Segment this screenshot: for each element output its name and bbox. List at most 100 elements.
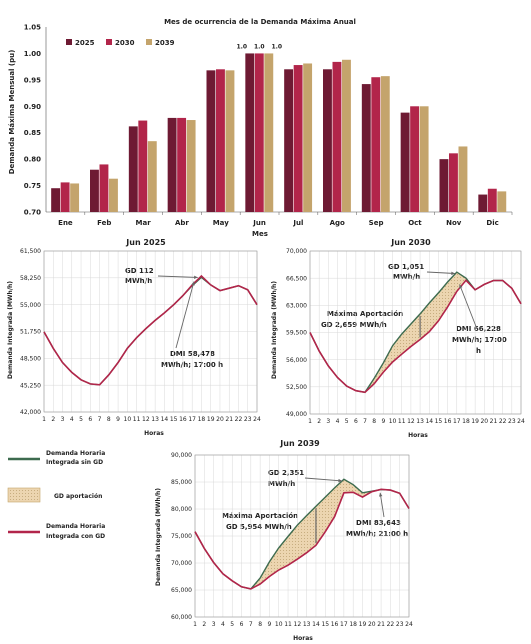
x-tick-label: 1	[193, 621, 197, 628]
y-tick-label: 45,250	[20, 382, 41, 389]
x-tick-label: 15	[321, 621, 329, 628]
x-tick-label: 7	[98, 416, 102, 423]
monthly-demand-bar-chart: Mes de ocurrencia de la Demanda Máxima A…	[8, 18, 513, 238]
bar-x-tick-label: Nov	[446, 219, 462, 227]
bar-x-tick-label: Ene	[58, 219, 73, 227]
bar-y-axis-label: Demanda Máxima Mensual (pu)	[8, 50, 16, 175]
annotation-gd-2025: GD 112	[125, 267, 154, 275]
x-tick-label: 16	[331, 621, 339, 628]
x-tick-label: 15	[170, 416, 178, 423]
y-tick-label: 51,750	[20, 329, 41, 336]
bar-x-tick-label: Oct	[408, 219, 422, 227]
x-tick-label: 23	[396, 621, 404, 628]
bar-2030-Abr	[177, 117, 187, 212]
bar-legend-swatch	[66, 39, 72, 45]
bar-x-tick-label: Feb	[97, 219, 111, 227]
annotation-gd-2039-unit: MWh/h	[268, 480, 295, 488]
x-tick-label: 5	[230, 621, 234, 628]
x-tick-label: 24	[253, 416, 261, 423]
bar-2039-Mar	[147, 141, 157, 212]
bar-data-label: 1.0	[236, 43, 247, 50]
bar-x-tick-label: Jul	[292, 219, 303, 227]
x-tick-label: 20	[480, 418, 488, 425]
bar-y-tick-label: 0.80	[24, 156, 41, 164]
bar-2039-Ago	[342, 59, 351, 213]
x-tick-label: 8	[258, 621, 262, 628]
x-tick-label: 22	[235, 416, 243, 423]
bar-2025-Jul	[284, 69, 294, 213]
line-chart-jun-2039-x-label: Horas	[293, 635, 313, 642]
annotation-arrowhead	[379, 492, 383, 497]
bar-data-label: 1.0	[254, 43, 265, 50]
bar-legend-swatch	[146, 39, 152, 45]
y-tick-label: 80,000	[171, 506, 192, 513]
x-tick-label: 8	[372, 418, 376, 425]
x-tick-label: 14	[161, 416, 169, 423]
x-tick-label: 19	[207, 416, 215, 423]
bar-2025-Dic	[478, 194, 488, 212]
plot-frame	[43, 250, 258, 413]
x-tick-label: 13	[416, 418, 424, 425]
bar-data-label: 1.0	[271, 43, 282, 50]
bar-2039-Dic	[497, 191, 507, 212]
x-tick-label: 1	[308, 418, 312, 425]
x-tick-label: 11	[398, 418, 406, 425]
x-tick-label: 19	[471, 418, 479, 425]
y-tick-label: 52,500	[286, 384, 307, 391]
annotation-arrowhead	[459, 284, 463, 289]
line-chart-jun-2030-y-label: Demanda Integrada (MWh/h)	[271, 281, 278, 379]
bar-2025-Sep	[361, 84, 371, 212]
x-tick-label: 24	[517, 418, 525, 425]
x-tick-label: 22	[499, 418, 507, 425]
bar-2039-Jul	[303, 63, 313, 212]
annotation-arrow	[459, 284, 478, 330]
annotation-gd-2025-unit: MWh/h	[125, 277, 152, 285]
annotation-gd-2030-unit: MWh/h	[393, 273, 420, 281]
bar-y-tick-label: 0.85	[24, 129, 41, 137]
bar-legend-label: 2039	[155, 39, 175, 47]
annotation-dmi-2039-unit: MWh/h; 21:00 h	[346, 530, 408, 538]
annotation-dmi-2025: DMI 58,478	[170, 350, 215, 358]
bar-x-tick-label: Mar	[136, 219, 152, 227]
bar-2025-Ago	[323, 69, 332, 213]
x-tick-label: 10	[275, 621, 283, 628]
bar-2030-Sep	[371, 77, 381, 212]
x-tick-label: 18	[462, 418, 470, 425]
legend-aporte-swatch	[7, 487, 41, 503]
y-tick-label: 58,250	[20, 275, 41, 282]
x-tick-label: 9	[268, 621, 272, 628]
y-tick-label: 66,500	[286, 275, 307, 282]
line-chart-jun-2025-title: Jun 2025	[125, 238, 166, 247]
x-tick-label: 18	[349, 621, 357, 628]
y-tick-label: 70,000	[171, 560, 192, 567]
bar-x-tick-label: Sep	[369, 219, 384, 227]
x-tick-label: 1	[42, 416, 46, 423]
annotation-arrowhead	[194, 275, 198, 279]
bar-2030-Nov	[449, 153, 458, 212]
y-tick-label: 65,000	[171, 587, 192, 594]
bar-2030-Oct	[410, 106, 420, 212]
bar-2030-Dic	[487, 188, 497, 212]
x-tick-label: 7	[363, 418, 367, 425]
bar-chart-title-line1: Mes de ocurrencia de la Demanda Máxima A…	[164, 18, 356, 26]
x-tick-label: 4	[70, 416, 74, 423]
annotation-gd-2030: GD 1,051	[388, 263, 424, 271]
x-tick-label: 4	[336, 418, 340, 425]
annotation-arrow	[157, 275, 198, 278]
plot-frame	[194, 454, 410, 618]
bar-legend-swatch	[106, 39, 112, 45]
line-chart-jun-2025-y-label: Demanda Integrada (MWh/h)	[7, 281, 14, 379]
x-tick-label: 3	[212, 621, 216, 628]
x-tick-label: 19	[359, 621, 367, 628]
bar-2039-Ene	[70, 183, 80, 212]
line-chart-jun-2030-x-label: Horas	[408, 432, 428, 439]
bar-y-tick-label: 0.75	[24, 182, 41, 190]
bar-2039-Jun	[264, 53, 274, 212]
y-tick-label: 60,000	[171, 614, 192, 621]
x-tick-label: 16	[179, 416, 187, 423]
bar-legend-label: 2030	[115, 39, 135, 47]
bar-2039-Feb	[109, 178, 118, 212]
x-tick-label: 12	[294, 621, 302, 628]
line-chart-jun-2039-title: Jun 2039	[279, 439, 320, 448]
x-tick-label: 2	[317, 418, 321, 425]
